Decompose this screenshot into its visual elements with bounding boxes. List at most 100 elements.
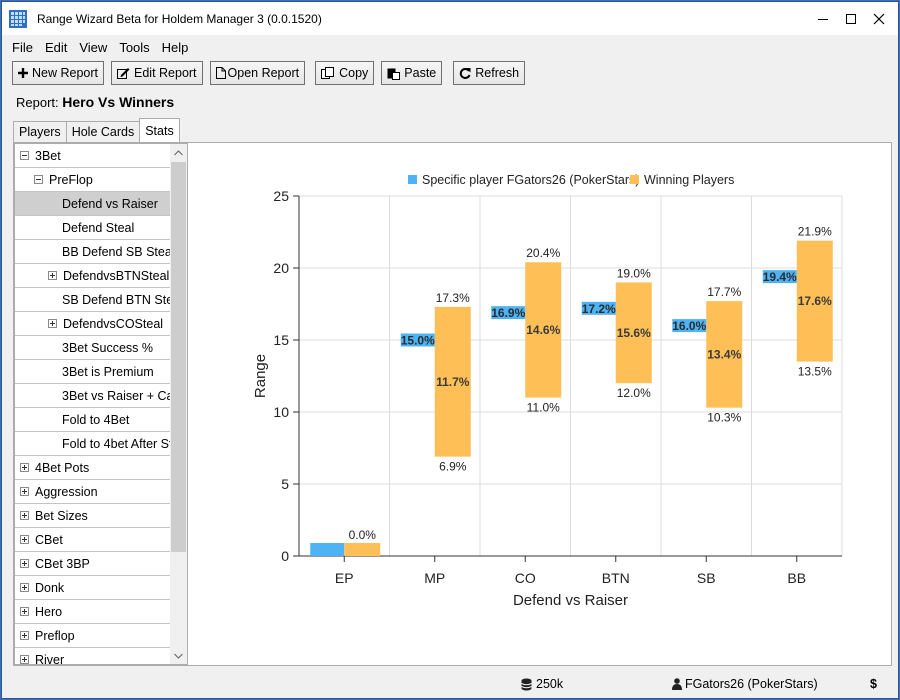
- tree-item[interactable]: Preflop: [15, 624, 170, 648]
- tree-item[interactable]: Donk: [15, 576, 170, 600]
- expand-icon[interactable]: [20, 487, 29, 496]
- edit-report-button[interactable]: Edit Report: [111, 61, 203, 85]
- tree-item[interactable]: 3Bet vs Raiser + Call: [15, 384, 170, 408]
- tree-item[interactable]: 3Bet Success %: [15, 336, 170, 360]
- label-winners-mid: 11.7%: [436, 375, 470, 389]
- bar-winners-range: [344, 543, 381, 556]
- edit-icon: [117, 67, 130, 79]
- report-label: Report:: [16, 95, 59, 110]
- tree-item-label: River: [35, 652, 65, 665]
- collapse-icon[interactable]: [20, 151, 29, 160]
- x-tick-label: SB: [697, 570, 716, 586]
- close-button[interactable]: [866, 6, 892, 32]
- label-winners-mid: 15.6%: [617, 326, 651, 340]
- bar-hero: [400, 333, 435, 347]
- refresh-label: Refresh: [475, 66, 520, 80]
- tree-item-label: Defend Steal: [62, 220, 135, 235]
- label-winners-high: 0.0%: [349, 528, 377, 542]
- tree-item[interactable]: 4Bet Pots: [15, 456, 170, 480]
- tree-item-label: Donk: [35, 580, 65, 595]
- menu-help[interactable]: Help: [161, 39, 189, 55]
- tree-item[interactable]: Bet Sizes: [15, 504, 170, 528]
- bar-hero: [581, 301, 616, 315]
- tree-item[interactable]: Fold to 4bet After Steal: [15, 432, 170, 456]
- stats-panel: 3Bet PreFlop Defend vs Raiser Defend Steal B…: [13, 142, 892, 666]
- tree-item[interactable]: 3Bet is Premium: [15, 360, 170, 384]
- database-size: 250k: [536, 677, 564, 691]
- expand-icon[interactable]: [20, 655, 29, 664]
- label-winners-low: 6.9%: [439, 460, 467, 474]
- window-title: Range Wizard Beta for Holdem Manager 3 (…: [37, 11, 322, 26]
- refresh-button[interactable]: Refresh: [453, 61, 526, 85]
- tree-item-label: Defend vs Raiser: [62, 196, 158, 211]
- bar-winners-range: [525, 262, 562, 398]
- label-winners-high: 20.4%: [526, 246, 560, 260]
- tab-players[interactable]: Players: [13, 121, 67, 142]
- x-axis-title: Defend vs Raiser: [513, 592, 628, 609]
- document-icon: [215, 67, 226, 79]
- paste-button[interactable]: Paste: [381, 61, 443, 85]
- expand-icon[interactable]: [48, 319, 57, 328]
- tree-item[interactable]: Hero: [15, 600, 170, 624]
- copy-button[interactable]: Copy: [315, 61, 375, 85]
- new-report-button[interactable]: New Report: [12, 61, 104, 85]
- tree-item[interactable]: PreFlop: [15, 168, 170, 192]
- scroll-up-button[interactable]: [170, 144, 187, 161]
- menu-view[interactable]: View: [79, 39, 108, 55]
- tree-item[interactable]: BB Defend SB Steal: [15, 240, 170, 264]
- scroll-down-button[interactable]: [170, 647, 187, 664]
- tree-item[interactable]: Defend vs Raiser: [15, 192, 170, 216]
- copy-label: Copy: [339, 66, 369, 80]
- tree-item-label: CBet 3BP: [35, 556, 90, 571]
- bar-hero: [491, 306, 526, 320]
- range-chart: 0 5 10 15 20 25 EP MP CO BTN SB BB Defend vs Raiser R…: [252, 173, 843, 609]
- menu-file[interactable]: File: [12, 39, 33, 55]
- refresh-icon: [459, 67, 471, 79]
- tree-item[interactable]: DefendvsCOSteal: [15, 312, 170, 336]
- expand-icon[interactable]: [20, 583, 29, 592]
- bar-hero: [310, 543, 345, 556]
- legend-swatch-hero: [408, 175, 417, 184]
- currency-indicator: $: [870, 677, 877, 691]
- tree-item[interactable]: Fold to 4Bet: [15, 408, 170, 432]
- expand-icon[interactable]: [20, 511, 29, 520]
- tree-item[interactable]: Aggression: [15, 480, 170, 504]
- tree-item-label: DefendvsCOSteal: [63, 316, 164, 331]
- scroll-thumb[interactable]: [171, 162, 186, 552]
- label-winners-high: 19.0%: [617, 266, 651, 280]
- maximize-button[interactable]: [838, 6, 864, 32]
- legend-label-hero: Specific player FGators26 (PokerStars): [422, 173, 639, 187]
- tree-item[interactable]: River: [15, 648, 170, 665]
- tree-item[interactable]: CBet 3BP: [15, 552, 170, 576]
- expand-icon[interactable]: [20, 535, 29, 544]
- paste-icon: [387, 67, 401, 80]
- menu-edit[interactable]: Edit: [44, 39, 68, 55]
- tree-item-label: SB Defend BTN Steal: [62, 292, 170, 307]
- x-tick-label: CO: [515, 570, 536, 586]
- expand-icon[interactable]: [20, 607, 29, 616]
- label-winners-low: 11.0%: [527, 401, 560, 415]
- tree-item[interactable]: 3Bet: [15, 144, 170, 168]
- expand-icon[interactable]: [20, 631, 29, 640]
- paste-label: Paste: [404, 66, 437, 80]
- report-name: Hero Vs Winners: [62, 94, 175, 110]
- tree-item[interactable]: DefendvsBTNSteal: [15, 264, 170, 288]
- status-player: FGators26 (PokerStars): [672, 677, 818, 691]
- expand-icon[interactable]: [48, 271, 57, 280]
- tab-stats[interactable]: Stats: [139, 118, 180, 142]
- tree-item[interactable]: SB Defend BTN Steal: [15, 288, 170, 312]
- open-report-button[interactable]: Open Report: [209, 61, 306, 85]
- tree-item-label: Aggression: [35, 484, 98, 499]
- tree-item[interactable]: CBet: [15, 528, 170, 552]
- expand-icon[interactable]: [20, 463, 29, 472]
- report-heading: Report: Hero Vs Winners: [16, 94, 174, 110]
- collapse-icon[interactable]: [34, 175, 43, 184]
- tree-scrollbar[interactable]: [170, 144, 187, 664]
- expand-icon[interactable]: [20, 559, 29, 568]
- menu-tools[interactable]: Tools: [119, 39, 150, 55]
- new-report-label: New Report: [32, 66, 98, 80]
- tab-hole-cards[interactable]: Hole Cards: [65, 121, 141, 142]
- minimize-button[interactable]: [810, 6, 836, 32]
- tree-item[interactable]: Defend Steal: [15, 216, 170, 240]
- chart-area: 0 5 10 15 20 25 EP MP CO BTN SB BB Defend vs Raiser R…: [189, 143, 891, 665]
